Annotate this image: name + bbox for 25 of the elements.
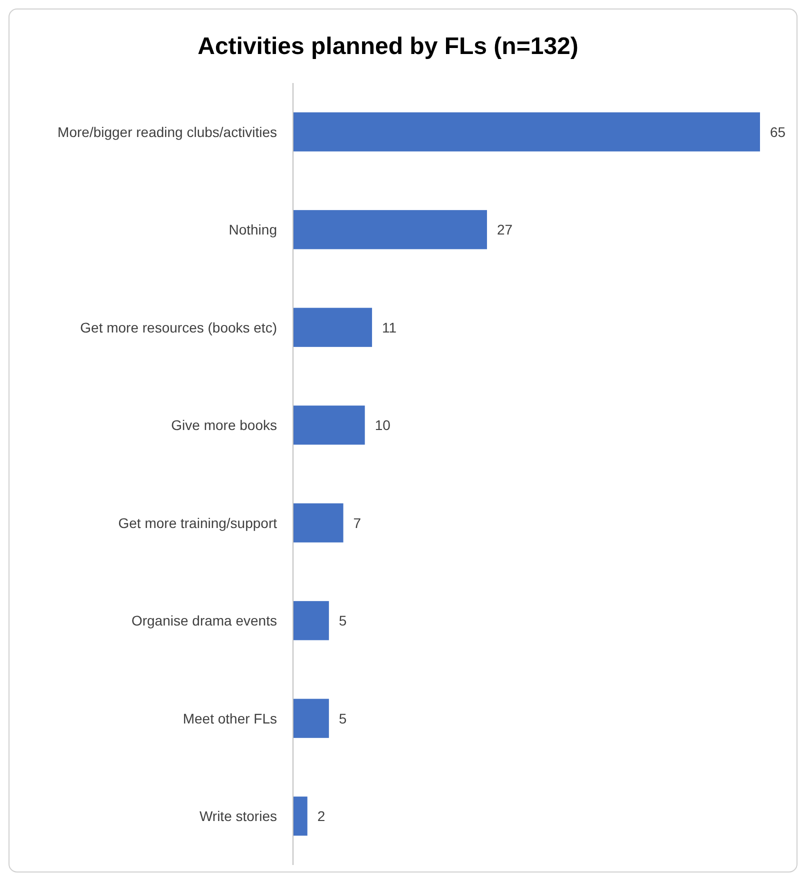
y-tick-label: Nothing [228, 222, 277, 238]
data-label: 11 [382, 319, 397, 336]
y-tick-label: Get more training/support [118, 514, 278, 531]
y-tick-label: Organise drama events [131, 612, 277, 629]
bar [293, 698, 329, 738]
data-label: 5 [338, 710, 347, 726]
bar [293, 112, 760, 152]
y-tick-label: Write stories [199, 808, 277, 824]
bar [293, 308, 372, 347]
data-label: 2 [317, 808, 326, 824]
bar [293, 406, 365, 445]
bar [293, 796, 308, 836]
bar [293, 503, 344, 542]
y-tick-label: Meet other FLs [182, 710, 277, 726]
data-label: 65 [770, 124, 786, 140]
bar [293, 601, 329, 640]
data-label: 10 [374, 417, 391, 434]
y-tick-label: More/bigger reading clubs/activities [58, 124, 277, 140]
data-label: 5 [338, 612, 347, 629]
y-tick-label: Give more books [171, 417, 277, 434]
y-tick-label: Get more resources (books etc) [80, 319, 277, 336]
data-label: 27 [496, 222, 513, 238]
chart-title: Activities planned by FLs (n=132) [198, 33, 578, 60]
bar [293, 210, 487, 250]
data-label: 7 [353, 514, 362, 531]
